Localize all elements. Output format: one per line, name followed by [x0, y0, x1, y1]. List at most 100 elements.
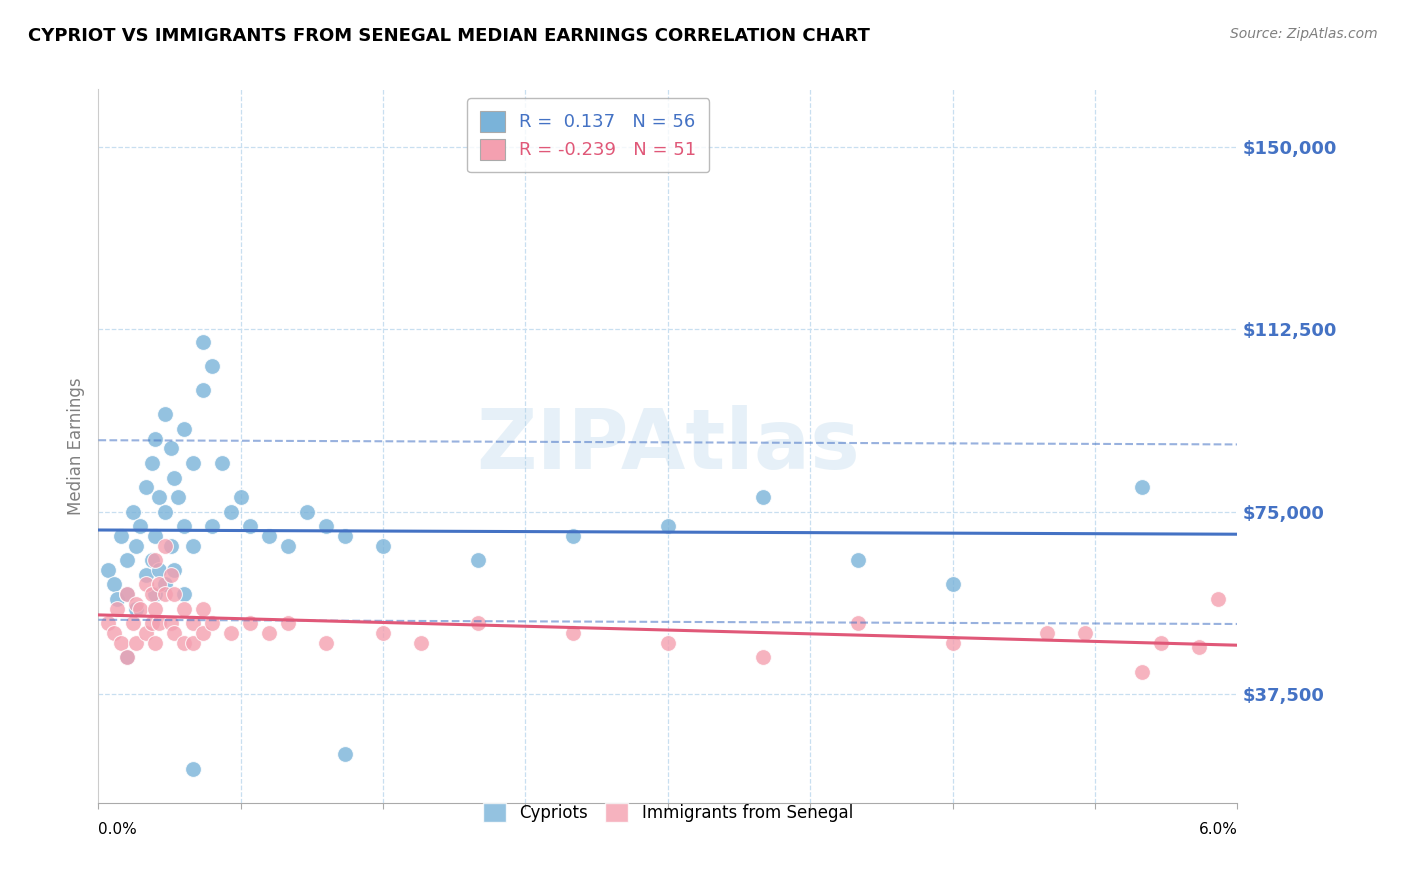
Point [1150, 635, 1173, 649]
Point [219, 626, 243, 640]
Point [335, 747, 357, 762]
Point [163, 587, 186, 601]
Point [145, 601, 166, 615]
Text: Source: ZipAtlas.com: Source: ZipAtlas.com [1230, 27, 1378, 41]
Point [657, 635, 679, 649]
Point [135, 577, 157, 591]
Point [191, 601, 214, 615]
Point [145, 432, 166, 446]
Point [183, 456, 205, 470]
Point [1208, 591, 1230, 606]
Point [467, 616, 489, 631]
Point [159, 567, 181, 582]
Point [103, 626, 125, 640]
Point [191, 626, 214, 640]
Point [183, 539, 205, 553]
Point [219, 504, 243, 518]
Point [1130, 665, 1153, 679]
Point [239, 616, 262, 631]
Point [173, 601, 195, 615]
Point [107, 601, 129, 615]
Point [145, 553, 166, 567]
Point [129, 601, 152, 615]
Point [159, 442, 181, 456]
Point [148, 563, 170, 577]
Point [371, 626, 394, 640]
Point [846, 553, 869, 567]
Point [110, 529, 132, 543]
Point [141, 616, 163, 631]
Point [153, 539, 176, 553]
Point [135, 480, 157, 494]
Point [148, 616, 170, 631]
Point [159, 616, 181, 631]
Point [1036, 626, 1059, 640]
Point [201, 616, 224, 631]
Point [1074, 626, 1097, 640]
Point [752, 650, 775, 665]
Point [148, 490, 170, 504]
Point [153, 504, 176, 518]
Legend: Cypriots, Immigrants from Senegal: Cypriots, Immigrants from Senegal [471, 791, 865, 834]
Point [239, 519, 262, 533]
Point [297, 504, 319, 518]
Point [315, 635, 337, 649]
Point [201, 519, 224, 533]
Point [259, 626, 281, 640]
Point [335, 529, 357, 543]
Point [167, 490, 190, 504]
Point [121, 504, 143, 518]
Point [183, 762, 205, 776]
Point [191, 383, 214, 397]
Point [153, 408, 176, 422]
Point [846, 616, 869, 631]
Point [467, 553, 489, 567]
Point [159, 539, 181, 553]
Point [752, 490, 775, 504]
Point [229, 490, 252, 504]
Point [259, 529, 281, 543]
Point [1188, 640, 1211, 655]
Point [153, 577, 176, 591]
Y-axis label: Median Earnings: Median Earnings [66, 377, 84, 515]
Point [115, 650, 138, 665]
Point [183, 635, 205, 649]
Point [115, 587, 138, 601]
Point [107, 591, 129, 606]
Point [125, 597, 148, 611]
Point [277, 616, 299, 631]
Point [173, 587, 195, 601]
Point [173, 422, 195, 436]
Point [277, 539, 299, 553]
Point [148, 577, 170, 591]
Point [173, 635, 195, 649]
Point [561, 626, 585, 640]
Point [125, 601, 148, 615]
Point [141, 587, 163, 601]
Point [411, 635, 433, 649]
Point [145, 529, 166, 543]
Point [115, 587, 138, 601]
Point [145, 587, 166, 601]
Text: 6.0%: 6.0% [1198, 822, 1237, 838]
Point [121, 616, 143, 631]
Point [657, 519, 679, 533]
Point [163, 626, 186, 640]
Text: CYPRIOT VS IMMIGRANTS FROM SENEGAL MEDIAN EARNINGS CORRELATION CHART: CYPRIOT VS IMMIGRANTS FROM SENEGAL MEDIA… [28, 27, 870, 45]
Point [561, 529, 585, 543]
Point [129, 519, 152, 533]
Point [163, 470, 186, 484]
Point [135, 567, 157, 582]
Point [125, 539, 148, 553]
Point [315, 519, 337, 533]
Point [135, 626, 157, 640]
Point [110, 635, 132, 649]
Point [201, 359, 224, 373]
Point [145, 635, 166, 649]
Point [191, 334, 214, 349]
Point [942, 635, 965, 649]
Point [183, 616, 205, 631]
Point [97, 616, 120, 631]
Point [115, 553, 138, 567]
Point [173, 519, 195, 533]
